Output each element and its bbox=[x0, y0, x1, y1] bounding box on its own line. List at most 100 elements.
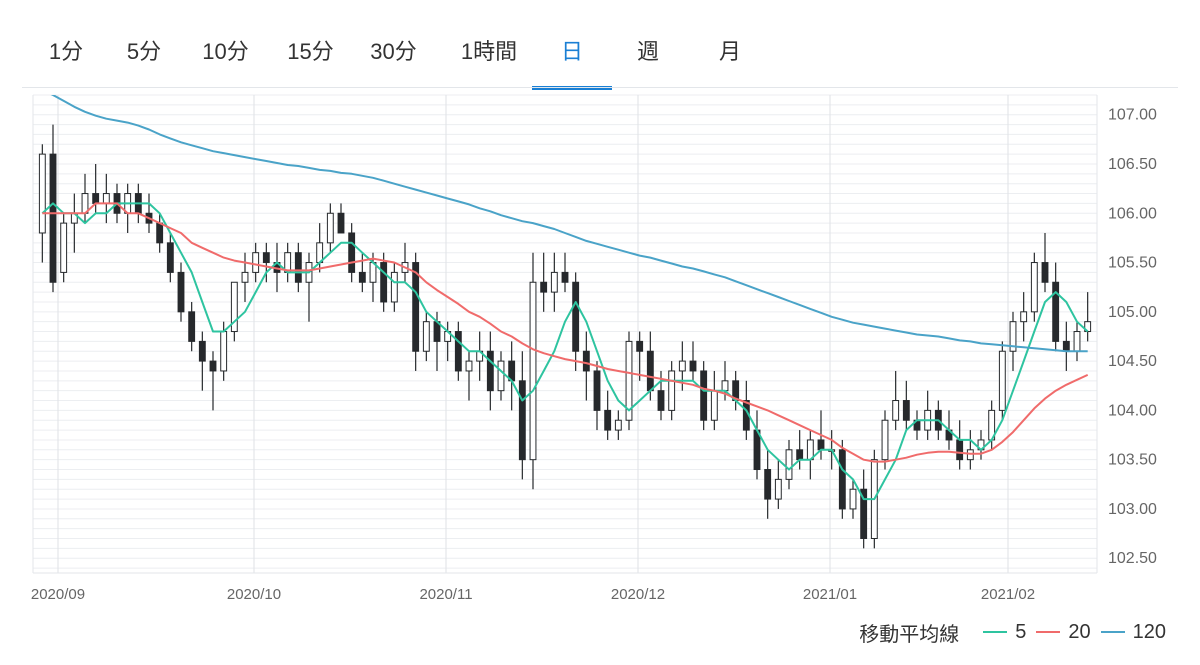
candle-body bbox=[636, 340, 644, 352]
x-tick-label: 2021/02 bbox=[981, 586, 1035, 603]
legend-swatch-ma5 bbox=[983, 631, 1008, 633]
candle-body bbox=[1030, 262, 1038, 313]
tab-8[interactable]: 月 bbox=[718, 39, 741, 64]
legend-swatch-ma20 bbox=[1036, 631, 1061, 633]
tab-2[interactable]: 10分 bbox=[202, 39, 249, 64]
candle-body bbox=[220, 331, 228, 372]
ma-line-120 bbox=[50, 95, 1088, 353]
candle-body bbox=[465, 360, 473, 372]
candle-body bbox=[582, 350, 590, 372]
tab-6[interactable]: 日 bbox=[532, 34, 612, 90]
legend-item-ma20: 20 bbox=[1036, 620, 1091, 644]
candle-body bbox=[102, 193, 110, 204]
legend-label-ma120: 120 bbox=[1132, 620, 1166, 643]
candle-body bbox=[262, 252, 270, 264]
candle-body bbox=[92, 193, 100, 204]
candle-body bbox=[337, 212, 345, 234]
y-tick-label: 103.50 bbox=[1108, 452, 1157, 469]
x-tick-label: 2020/11 bbox=[419, 586, 472, 603]
legend-swatch-ma120 bbox=[1100, 631, 1125, 633]
candle-body bbox=[454, 331, 462, 372]
candle-body bbox=[785, 449, 793, 480]
x-tick-label: 2020/09 bbox=[31, 586, 85, 603]
candle-body bbox=[678, 360, 686, 372]
y-tick-label: 102.50 bbox=[1108, 550, 1157, 567]
legend-label-ma20: 20 bbox=[1068, 620, 1091, 643]
candle-body bbox=[710, 390, 718, 421]
candle-body bbox=[38, 153, 46, 234]
candle-body bbox=[625, 340, 633, 421]
candle-body bbox=[817, 439, 825, 451]
candle-body bbox=[166, 242, 174, 273]
candle-body bbox=[657, 390, 665, 411]
y-tick-label: 105.00 bbox=[1108, 304, 1157, 321]
candle-body bbox=[518, 380, 526, 461]
candle-body bbox=[764, 469, 772, 500]
tab-5[interactable]: 1時間 bbox=[460, 39, 518, 64]
y-tick-label: 104.00 bbox=[1108, 402, 1157, 419]
y-tick-label: 107.00 bbox=[1108, 107, 1157, 124]
ma-line-5 bbox=[41, 202, 1089, 501]
candle-body bbox=[892, 400, 900, 421]
y-tick-label: 103.00 bbox=[1108, 501, 1157, 518]
x-tick-label: 2021/01 bbox=[803, 586, 857, 603]
tab-label-6: 日 bbox=[560, 39, 583, 64]
candle-body bbox=[646, 350, 654, 392]
y-tick-label: 106.50 bbox=[1108, 156, 1157, 173]
active-tab-indicator bbox=[532, 86, 612, 90]
candle-body bbox=[956, 439, 964, 461]
candle-body bbox=[188, 311, 196, 342]
legend-label-ma5: 5 bbox=[1015, 620, 1027, 643]
y-tick-label: 105.50 bbox=[1108, 255, 1157, 272]
candle-body bbox=[1041, 262, 1049, 283]
candle-body bbox=[700, 370, 708, 421]
candle-body bbox=[860, 488, 868, 540]
candle-body bbox=[572, 281, 580, 352]
tab-0[interactable]: 1分 bbox=[48, 39, 84, 64]
candle-body bbox=[497, 360, 505, 392]
tab-4[interactable]: 30分 bbox=[370, 39, 417, 64]
candle-body bbox=[796, 449, 804, 461]
candle-body bbox=[348, 232, 356, 273]
tab-7[interactable]: 週 bbox=[636, 39, 659, 64]
candle-body bbox=[294, 252, 302, 283]
moving-average-legend: 移動平均線 5 20 120 bbox=[859, 619, 1166, 646]
candle-body bbox=[1020, 311, 1028, 323]
candle-body bbox=[49, 153, 57, 283]
candle-body bbox=[230, 281, 238, 333]
ma-line-20 bbox=[42, 202, 1089, 463]
candle-body bbox=[721, 380, 729, 392]
candle-body bbox=[881, 419, 889, 461]
candle-body bbox=[1073, 331, 1081, 352]
timeframe-tabs: 1分 5分 10分 15分 30分 1時間 日 週 月 bbox=[0, 0, 1200, 90]
tab-1[interactable]: 5分 bbox=[126, 39, 162, 64]
candle-body bbox=[390, 271, 398, 303]
candle-body bbox=[1009, 321, 1017, 352]
candle-body bbox=[753, 429, 761, 471]
candle-body bbox=[252, 252, 260, 273]
candle-body bbox=[902, 400, 910, 421]
candle-body bbox=[177, 271, 185, 313]
y-tick-label: 106.00 bbox=[1108, 205, 1157, 222]
candle-body bbox=[529, 281, 537, 461]
candle-body bbox=[1062, 340, 1070, 352]
candle-body bbox=[604, 409, 612, 431]
candle-body bbox=[156, 222, 164, 244]
legend-item-ma5: 5 bbox=[983, 621, 1026, 644]
candle-body bbox=[668, 370, 676, 411]
candle-body bbox=[486, 350, 494, 392]
legend-title: 移動平均線 bbox=[859, 623, 960, 646]
candle-body bbox=[550, 271, 558, 293]
candle-body bbox=[966, 449, 974, 461]
candle-body bbox=[60, 222, 68, 273]
candle-body bbox=[998, 350, 1006, 411]
candle-body bbox=[241, 271, 249, 283]
candle-body bbox=[412, 262, 420, 352]
tabs-divider bbox=[22, 87, 1178, 88]
candle-body bbox=[380, 262, 388, 303]
legend-item-ma120: 120 bbox=[1100, 620, 1166, 644]
candle-body bbox=[326, 212, 334, 244]
tab-3[interactable]: 15分 bbox=[287, 39, 334, 64]
candle-body bbox=[838, 449, 846, 510]
candle-body bbox=[540, 281, 548, 293]
